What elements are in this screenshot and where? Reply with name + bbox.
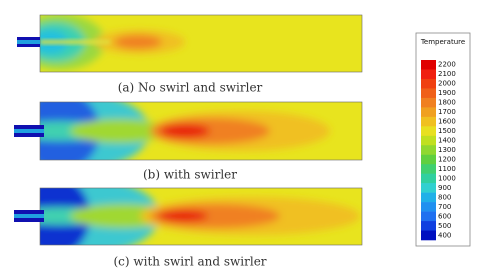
contour-panel [14, 101, 363, 161]
colorbar-label: 900 [438, 184, 451, 192]
colorbar-label: 400 [438, 231, 451, 239]
colorbar-swatch [421, 173, 436, 184]
legend-title: Temperature [420, 38, 465, 46]
colorbar-label: 600 [438, 212, 451, 220]
contour-panel [17, 14, 363, 73]
colorbar-swatch [421, 192, 436, 203]
colorbar-swatch [421, 69, 436, 80]
colorbar-swatch [421, 116, 436, 127]
colorbar-label: 1700 [438, 108, 456, 116]
colorbar-swatch [421, 164, 436, 174]
colorbar-label: 2000 [438, 80, 456, 88]
colorbar-label: 2100 [438, 70, 456, 78]
colorbar-label: 1100 [438, 165, 456, 173]
colorbar-label: 1200 [438, 155, 456, 163]
colorbar-swatch [421, 135, 436, 146]
colorbar-label: 1300 [438, 146, 456, 154]
colorbar-label: 1500 [438, 127, 456, 135]
colorbar-swatch [421, 211, 436, 222]
colorbar-label: 800 [438, 193, 451, 201]
colorbar-label: 1600 [438, 118, 456, 126]
colorbar-swatch [421, 88, 436, 99]
colorbar-label: 1800 [438, 99, 456, 107]
colorbar-swatch [421, 230, 436, 241]
colorbar-swatch [421, 60, 436, 70]
colorbar-swatch [421, 154, 436, 165]
colorbar-label: 500 [438, 222, 451, 230]
colorbar-swatch [421, 97, 436, 108]
colorbar-label: 1400 [438, 137, 456, 145]
colorbar-label: 700 [438, 203, 451, 211]
contour-panel [14, 187, 363, 246]
panel-caption: (c) with swirl and swirler [113, 255, 266, 269]
colorbar-label: 2200 [438, 61, 456, 69]
colorbar-label: 1000 [438, 174, 456, 182]
colorbar-swatch [421, 202, 436, 212]
colorbar-swatch [421, 221, 436, 231]
colorbar-swatch [421, 107, 436, 118]
colorbar-swatch [421, 126, 436, 137]
panel-caption: (a) No swirl and swirler [118, 81, 263, 95]
colorbar-label: 1900 [438, 89, 456, 97]
panel-caption: (b) with swirler [143, 168, 237, 182]
colorbar-swatch [421, 145, 436, 156]
colorbar-swatch [421, 183, 436, 193]
colorbar-swatch [421, 78, 436, 89]
